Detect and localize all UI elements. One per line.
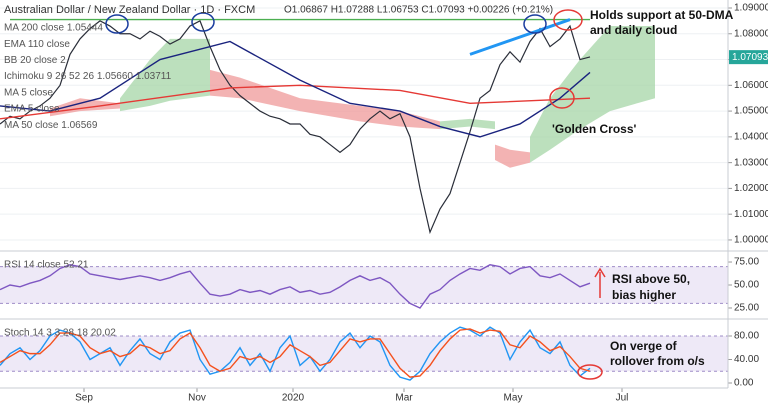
annotation: and daily cloud [590, 23, 677, 37]
chart-title: Australian Dollar / New Zealand Dollar ·… [4, 4, 255, 16]
y-tick-label: 25.00 [734, 303, 759, 314]
arrow-head [594, 267, 606, 278]
y-tick-label: 40.00 [734, 354, 759, 365]
highlight-circle [105, 14, 129, 34]
x-tick-label: 2020 [282, 393, 305, 404]
ohlc: O1.06867 H1.07288 L1.06753 C1.07093 +0.0… [284, 5, 553, 16]
cloud [530, 26, 655, 163]
y-tick-label: 1.00000 [734, 235, 768, 246]
legend-entry: RSI 14 close 52.21 [4, 260, 89, 271]
y-tick-label: 0.00 [734, 378, 754, 389]
annotation: bias higher [612, 288, 676, 302]
y-tick-label: 1.09000 [734, 3, 768, 14]
cloud [495, 144, 530, 168]
highlight-circle [549, 87, 575, 109]
highlight-circle [191, 12, 215, 32]
annotation: 'Golden Cross' [552, 122, 637, 136]
last-price-label: 1.07093 [732, 52, 768, 63]
legend-entry: BB 20 close 2 [4, 55, 66, 66]
x-tick-label: May [504, 393, 523, 404]
legend-entry: Ichimoku 9 26 52 26 1.05660 1.03711 [4, 71, 172, 82]
legend-entry: MA 5 close [4, 87, 53, 98]
plot: 1.00000 1.01000 1.02000 1.03000 1.04000 1.050… [0, 3, 768, 404]
legend-entry: EMA 110 close [4, 39, 70, 50]
band [0, 266, 728, 304]
series-line [469, 18, 571, 56]
series-line [0, 40, 591, 138]
y-tick-label: 1.05000 [734, 106, 768, 117]
cloud [440, 118, 495, 130]
y-tick-label: 1.04000 [734, 131, 768, 142]
series-line [0, 264, 591, 309]
series-line [0, 84, 591, 120]
legend-entry: Stoch 14 3 3 28.18 20.02 [4, 328, 116, 339]
highlight-circle [577, 364, 603, 380]
y-tick-label: 1.03000 [734, 157, 768, 168]
y-tick-label: 1.08000 [734, 28, 768, 39]
series-line [0, 326, 591, 381]
y-tick-label: 1.01000 [734, 209, 768, 220]
y-tick-label: 50.00 [734, 280, 759, 291]
x-tick-label: Sep [75, 393, 93, 404]
series-line [0, 328, 591, 378]
legend-entry: MA 200 close 1.05444 [4, 23, 103, 34]
annotation: On verge of [610, 339, 678, 353]
y-tick-label: 1.06000 [734, 80, 768, 91]
annotation: rollover from o/s [610, 354, 705, 368]
highlight-circle [523, 14, 547, 34]
y-tick-label: 1.02000 [734, 183, 768, 194]
band [0, 335, 728, 372]
y-tick-label: 80.00 [734, 331, 759, 342]
cloud [210, 69, 440, 130]
legend-entry: EMA 5 close [4, 104, 60, 115]
x-tick-label: Jul [616, 393, 629, 404]
last-price-box [729, 50, 768, 65]
x-tick-label: Nov [188, 393, 206, 404]
highlight-circle [553, 9, 583, 31]
legend-entry: MA 50 close 1.06569 [4, 120, 98, 131]
series-line [0, 20, 591, 235]
annotation: Holds support at 50-DMA [590, 8, 734, 22]
annotation: RSI above 50, [612, 272, 690, 286]
x-tick-label: Mar [395, 393, 413, 404]
cloud [120, 38, 210, 112]
y-tick-label: 75.00 [734, 257, 759, 268]
